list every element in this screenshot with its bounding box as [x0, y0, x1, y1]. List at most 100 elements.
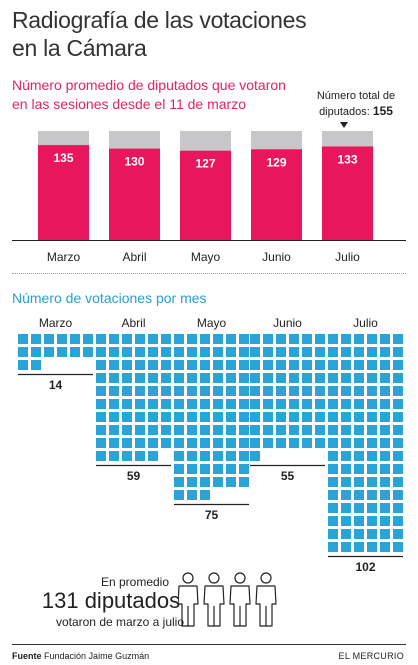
vote-square	[161, 399, 171, 409]
vote-count-julio: 102	[355, 560, 375, 574]
vote-square	[226, 347, 236, 357]
vote-square	[239, 373, 249, 383]
vote-square	[200, 490, 210, 500]
vote-square	[328, 386, 338, 396]
vote-square	[174, 477, 184, 487]
vote-square	[354, 477, 364, 487]
vote-square	[328, 542, 338, 552]
title-line-1: Radiografía de las votaciones	[12, 7, 307, 33]
vote-square	[393, 386, 403, 396]
vote-square	[380, 477, 390, 487]
vote-square	[148, 451, 158, 461]
vote-square	[393, 464, 403, 474]
vote-square	[174, 373, 184, 383]
vote-square	[354, 464, 364, 474]
average-suffix: votaron de marzo a julio	[55, 615, 185, 629]
vote-square	[122, 425, 132, 435]
votes-chart-subtitle: Número de votaciones por mes	[12, 290, 207, 306]
vote-square	[393, 360, 403, 370]
vote-square	[109, 347, 119, 357]
vote-square	[31, 334, 41, 344]
vote-square	[341, 529, 351, 539]
vote-square	[70, 334, 80, 344]
vote-square	[148, 360, 158, 370]
vote-square	[367, 477, 377, 487]
vote-square	[96, 347, 106, 357]
bar-label-marzo: 135	[53, 151, 73, 165]
x-tick-label-abril: Abril	[122, 250, 146, 264]
title-line-2: en la Cámara	[12, 35, 147, 61]
vote-square	[250, 386, 260, 396]
vote-square	[148, 373, 158, 383]
vote-square	[354, 412, 364, 422]
vote-square	[393, 542, 403, 552]
vote-square	[302, 412, 312, 422]
vote-square	[96, 386, 106, 396]
vote-square	[367, 529, 377, 539]
vote-square	[380, 334, 390, 344]
vote-square	[174, 464, 184, 474]
vote-square	[250, 347, 260, 357]
vote-square	[213, 412, 223, 422]
vote-square	[380, 542, 390, 552]
vote-square	[393, 451, 403, 461]
vote-square	[341, 373, 351, 383]
vote-square	[263, 425, 273, 435]
vote-square	[135, 412, 145, 422]
bar-value-mayo	[180, 150, 231, 240]
vote-square	[250, 399, 260, 409]
vote-square	[380, 503, 390, 513]
person-body	[229, 585, 251, 627]
vote-square	[187, 451, 197, 461]
vote-square	[250, 373, 260, 383]
deputies-bar-chart: 135 Marzo 130 Abril 127 Mayo 129 Junio 133 Julio	[12, 131, 406, 264]
vote-square	[109, 451, 119, 461]
vote-square	[380, 425, 390, 435]
vote-square	[213, 360, 223, 370]
votes-waffle-chart: Marzo 14 Abril 59 Mayo 75 Junio 55 Julio 102	[18, 316, 403, 574]
deputies-subtitle-line-1: Número promedio de diputados que votaron	[12, 77, 286, 93]
vote-square	[263, 386, 273, 396]
vote-square	[302, 425, 312, 435]
vote-square	[341, 503, 351, 513]
vote-square	[226, 477, 236, 487]
vote-square	[187, 477, 197, 487]
vote-square	[109, 334, 119, 344]
vote-square	[263, 360, 273, 370]
bar-value-abril	[109, 148, 160, 240]
vote-square	[96, 334, 106, 344]
vote-square	[328, 425, 338, 435]
bar-value-marzo	[38, 145, 89, 240]
vote-square	[18, 360, 28, 370]
vote-square	[315, 347, 325, 357]
vote-square	[161, 425, 171, 435]
vote-square	[315, 399, 325, 409]
people-icon	[178, 572, 277, 627]
vote-square	[250, 360, 260, 370]
vote-square	[289, 360, 299, 370]
vote-square	[226, 386, 236, 396]
vote-square	[393, 347, 403, 357]
vote-square	[226, 425, 236, 435]
vote-square	[96, 399, 106, 409]
vote-square	[135, 373, 145, 383]
x-tick-label-junio: Junio	[262, 250, 291, 264]
vote-square	[380, 373, 390, 383]
vote-square	[328, 516, 338, 526]
footer-source-text: Fundación Jaime Guzmán	[44, 651, 150, 661]
vote-square	[276, 360, 286, 370]
month-label-julio: Julio	[353, 316, 378, 330]
vote-square	[354, 529, 364, 539]
vote-square	[328, 373, 338, 383]
vote-square	[315, 373, 325, 383]
vote-square	[122, 347, 132, 357]
vote-square	[380, 412, 390, 422]
footer-brand: EL MERCURIO	[338, 651, 404, 661]
vote-square	[328, 412, 338, 422]
vote-square	[315, 438, 325, 448]
section-divider	[12, 273, 406, 274]
vote-square	[354, 542, 364, 552]
vote-square	[250, 451, 260, 461]
person-head	[234, 572, 246, 584]
vote-square	[328, 464, 338, 474]
